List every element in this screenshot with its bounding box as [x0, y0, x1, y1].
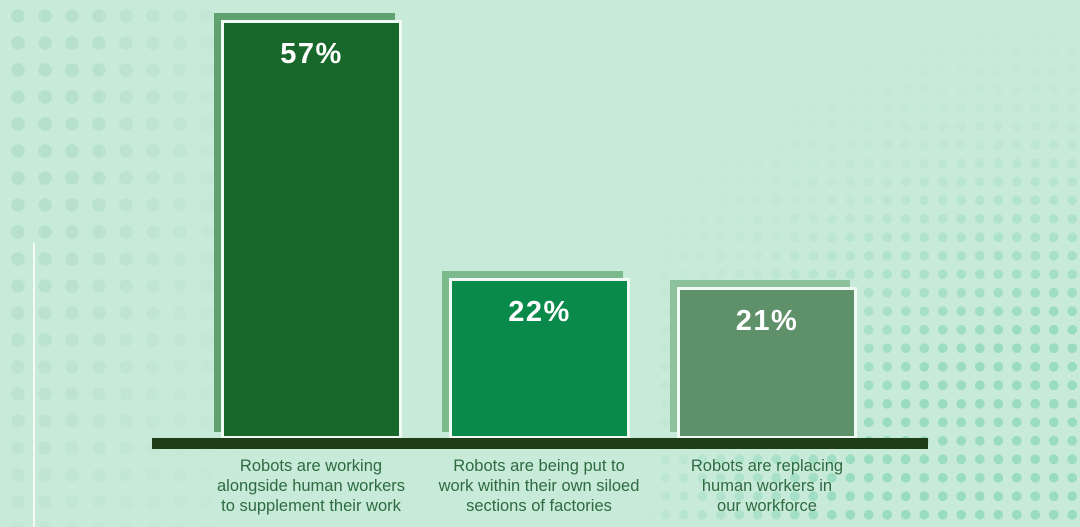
category-label-replacing: Robots are replacing human workers in ou…	[690, 457, 844, 515]
bar-robots-siloed: 22%	[449, 278, 630, 439]
vertical-accent-line	[33, 243, 35, 527]
category-label-siloed: Robots are being put to work within thei…	[438, 457, 640, 515]
bar-value-label: 22%	[508, 296, 571, 328]
bar-robots-replacing: 21%	[677, 287, 857, 439]
bar-value-label: 57%	[280, 38, 343, 70]
x-axis-line	[152, 438, 928, 449]
category-label-supplement: Robots are working alongside human worke…	[216, 457, 406, 515]
bar-value-label: 21%	[735, 305, 799, 337]
bar-robots-supplement: 57%	[221, 20, 402, 439]
